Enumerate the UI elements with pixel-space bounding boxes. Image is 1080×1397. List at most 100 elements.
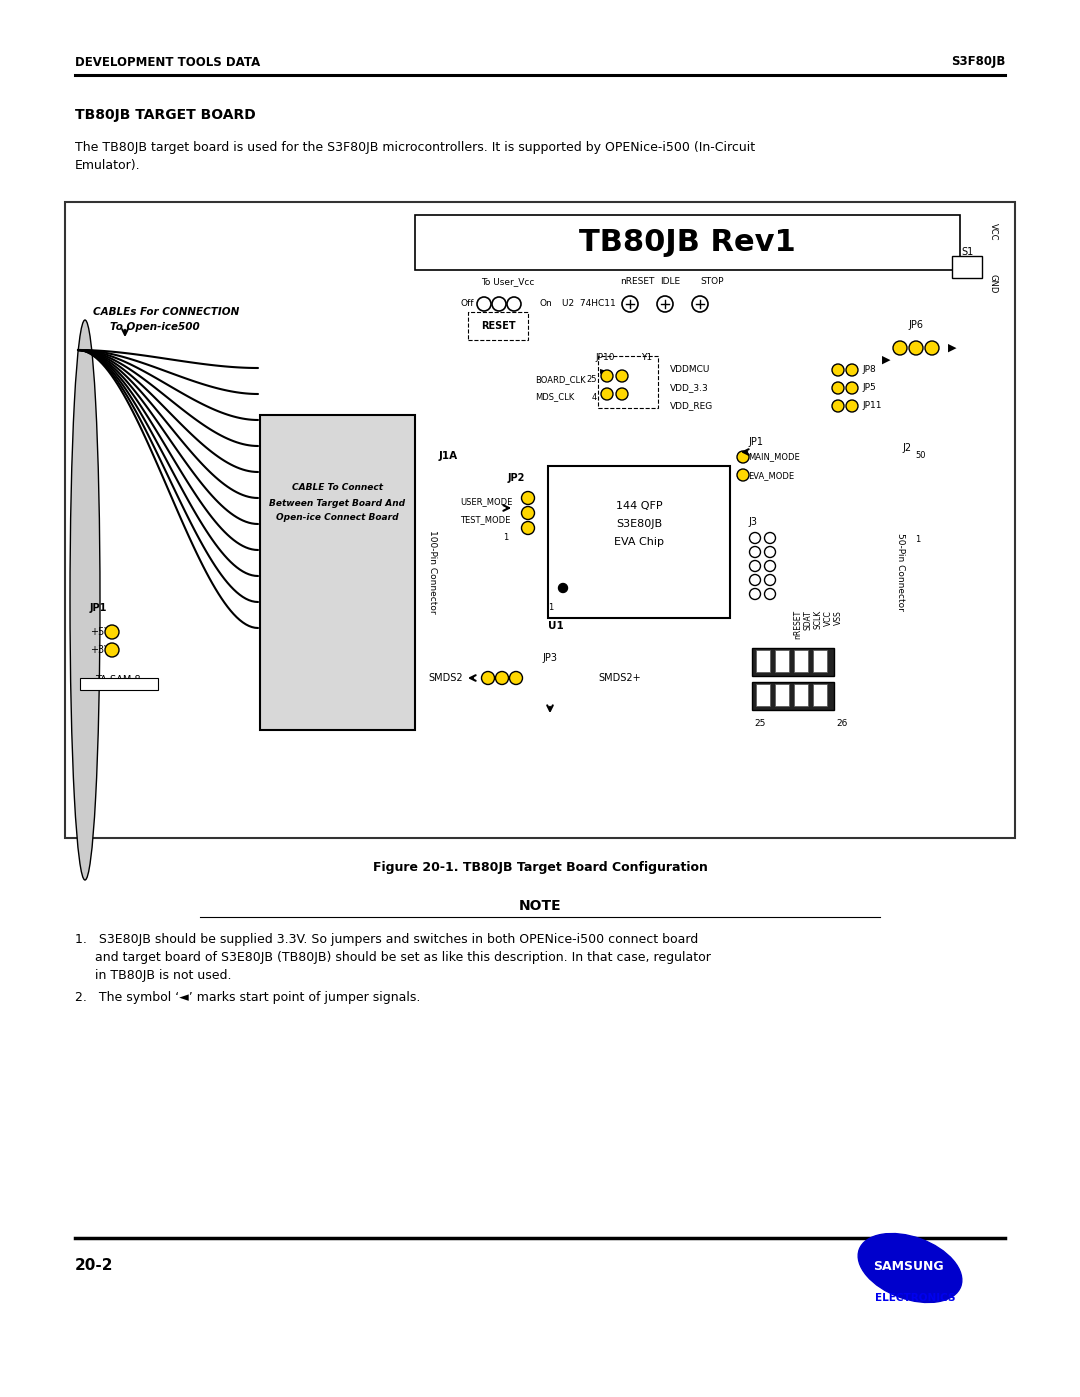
Text: VDD_REG: VDD_REG (670, 401, 713, 411)
Text: TB80JB TARGET BOARD: TB80JB TARGET BOARD (75, 108, 256, 122)
Circle shape (616, 388, 627, 400)
Text: EVA Chip: EVA Chip (615, 536, 664, 548)
Circle shape (832, 400, 843, 412)
Text: JP11: JP11 (862, 401, 881, 411)
Text: SMDS2: SMDS2 (429, 673, 463, 683)
Text: CABLE To Connect: CABLE To Connect (292, 483, 383, 493)
Circle shape (692, 296, 708, 312)
Text: +5V: +5V (90, 627, 111, 637)
Circle shape (765, 532, 775, 543)
FancyBboxPatch shape (813, 685, 827, 705)
Ellipse shape (859, 1234, 962, 1302)
Text: RESET: RESET (481, 321, 515, 331)
Circle shape (657, 296, 673, 312)
Circle shape (510, 672, 523, 685)
Text: 4: 4 (592, 393, 597, 401)
Text: S3E80JB: S3E80JB (616, 520, 662, 529)
Circle shape (496, 672, 509, 685)
Circle shape (765, 574, 775, 585)
FancyBboxPatch shape (775, 650, 789, 672)
FancyBboxPatch shape (548, 467, 730, 617)
Text: JP3: JP3 (542, 652, 557, 664)
Text: VCC: VCC (824, 610, 833, 626)
Text: 25: 25 (754, 719, 766, 728)
Circle shape (750, 532, 760, 543)
Circle shape (832, 381, 843, 394)
Text: Y1: Y1 (642, 353, 652, 362)
Circle shape (600, 370, 613, 381)
Circle shape (765, 546, 775, 557)
Text: 50-Pin Connector: 50-Pin Connector (895, 534, 905, 610)
Text: Figure 20-1. TB80JB Target Board Configuration: Figure 20-1. TB80JB Target Board Configu… (373, 862, 707, 875)
Text: 1: 1 (503, 534, 509, 542)
FancyBboxPatch shape (794, 650, 808, 672)
Text: Off: Off (460, 299, 474, 309)
Text: JP8: JP8 (862, 366, 876, 374)
Circle shape (893, 341, 907, 355)
FancyBboxPatch shape (598, 356, 658, 408)
Circle shape (522, 521, 535, 535)
Text: JP1: JP1 (748, 437, 762, 447)
Text: U1: U1 (548, 622, 564, 631)
Text: nRESET: nRESET (794, 610, 802, 638)
Text: VSS: VSS (834, 610, 842, 624)
Text: J3: J3 (748, 517, 757, 527)
Text: 26: 26 (836, 719, 848, 728)
Text: 50: 50 (915, 450, 926, 460)
Text: VCC: VCC (988, 224, 998, 240)
Text: JP10: JP10 (595, 353, 615, 362)
Text: CABLEs For CONNECTION: CABLEs For CONNECTION (93, 307, 240, 317)
Text: 1.   S3E80JB should be supplied 3.3V. So jumpers and switches in both OPENice-i5: 1. S3E80JB should be supplied 3.3V. So j… (75, 933, 699, 947)
Text: JP5: JP5 (862, 384, 876, 393)
Text: MAIN_MODE: MAIN_MODE (748, 453, 800, 461)
Text: nRESET: nRESET (620, 278, 654, 286)
Circle shape (492, 298, 507, 312)
Text: Open-ice Connect Board: Open-ice Connect Board (276, 514, 399, 522)
Circle shape (616, 370, 627, 381)
Circle shape (622, 296, 638, 312)
Text: DEVELOPMENT TOOLS DATA: DEVELOPMENT TOOLS DATA (75, 56, 260, 68)
Text: J2: J2 (902, 443, 912, 453)
Text: To Open-ice500: To Open-ice500 (110, 321, 200, 332)
Circle shape (750, 546, 760, 557)
Text: Emulator).: Emulator). (75, 159, 140, 172)
FancyBboxPatch shape (415, 215, 960, 270)
Text: 1: 1 (548, 604, 553, 612)
Circle shape (105, 624, 119, 638)
Text: IDLE: IDLE (660, 278, 680, 286)
Text: VDDMCU: VDDMCU (670, 366, 711, 374)
FancyBboxPatch shape (775, 685, 789, 705)
Text: USER_MODE: USER_MODE (460, 497, 512, 507)
FancyBboxPatch shape (752, 682, 834, 710)
Circle shape (750, 560, 760, 571)
FancyBboxPatch shape (468, 312, 528, 339)
Text: JP2: JP2 (508, 474, 525, 483)
Text: NOTE: NOTE (518, 900, 562, 914)
FancyBboxPatch shape (752, 648, 834, 676)
Text: ▶: ▶ (948, 344, 957, 353)
Text: S1: S1 (962, 247, 974, 257)
FancyBboxPatch shape (813, 650, 827, 672)
Circle shape (846, 400, 858, 412)
Circle shape (924, 341, 939, 355)
Text: ►: ► (600, 365, 607, 374)
Text: 1: 1 (915, 535, 920, 545)
Text: and target board of S3E80JB (TB80JB) should be set as like this description. In : and target board of S3E80JB (TB80JB) sho… (75, 951, 711, 964)
Circle shape (482, 672, 495, 685)
Text: TB80JB Rev1: TB80JB Rev1 (579, 228, 796, 257)
Text: TEST_MODE: TEST_MODE (460, 515, 511, 524)
Circle shape (750, 588, 760, 599)
Text: SCLK: SCLK (813, 610, 823, 629)
Circle shape (750, 574, 760, 585)
FancyBboxPatch shape (756, 685, 770, 705)
Circle shape (846, 381, 858, 394)
Text: 144 QFP: 144 QFP (616, 502, 662, 511)
Circle shape (909, 341, 923, 355)
Text: S3F80JB: S3F80JB (950, 56, 1005, 68)
Circle shape (832, 365, 843, 376)
Text: SMDS2+: SMDS2+ (598, 673, 640, 683)
FancyBboxPatch shape (80, 678, 158, 690)
Circle shape (600, 388, 613, 400)
Text: JP6: JP6 (908, 320, 923, 330)
Circle shape (737, 451, 750, 462)
